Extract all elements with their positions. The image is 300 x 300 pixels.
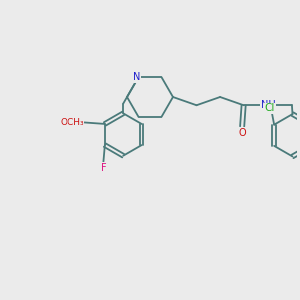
Text: OCH₃: OCH₃ (60, 118, 84, 127)
Text: Cl: Cl (265, 103, 275, 113)
Text: O: O (238, 128, 246, 138)
Text: NH: NH (261, 100, 275, 110)
Text: F: F (100, 163, 106, 173)
Text: N: N (133, 72, 140, 82)
